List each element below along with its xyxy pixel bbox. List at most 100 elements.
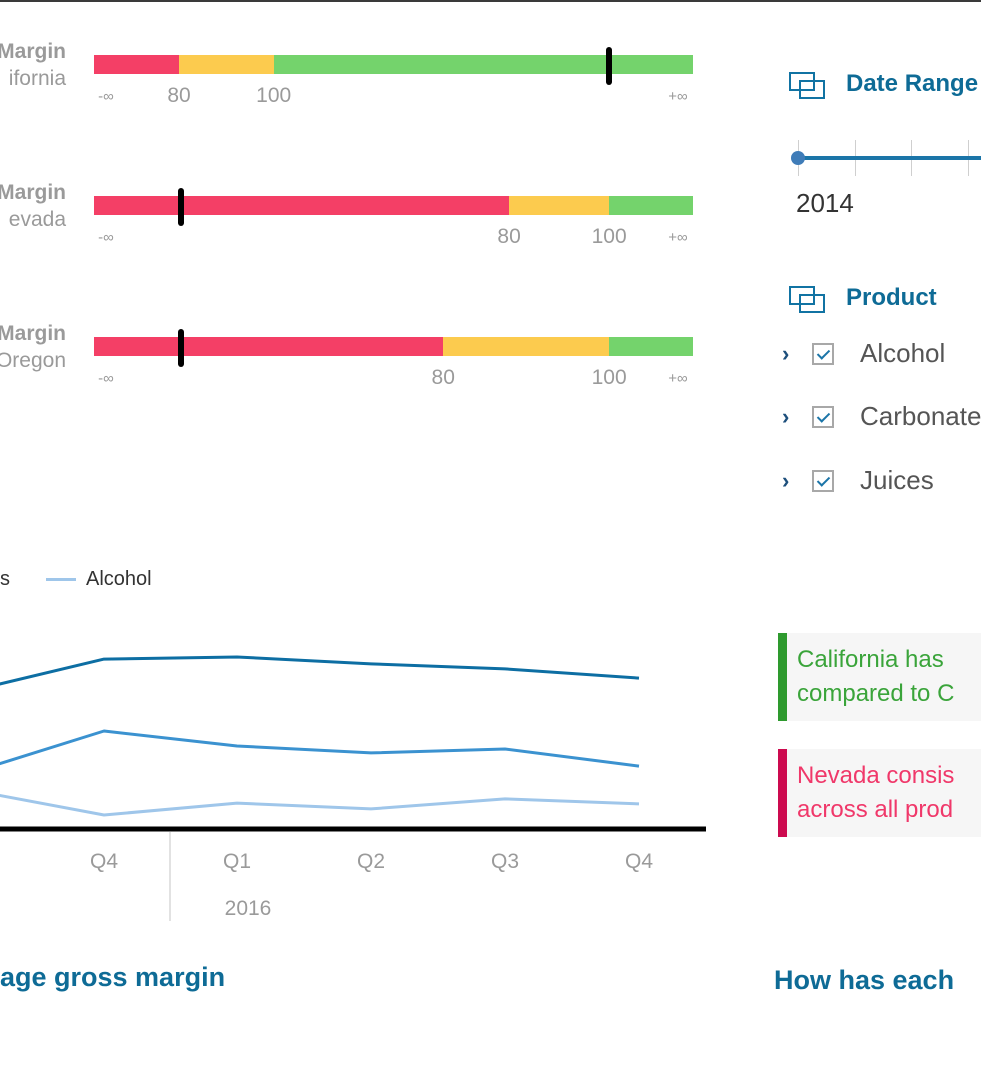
gauge-subtitle: evada — [8, 208, 66, 231]
gauge-title: Margin — [0, 181, 66, 204]
gauge-scale-label: +∞ — [668, 88, 688, 105]
gauge-bar — [94, 55, 693, 74]
gauge-segment-green — [609, 196, 693, 215]
legend-label-alcohol: Alcohol — [86, 568, 152, 590]
data-point-series-1[interactable] — [637, 676, 641, 680]
gauge-value-marker — [606, 47, 613, 85]
x-year-label: 2016 — [225, 897, 272, 920]
series-line-series-1 — [0, 655, 640, 686]
gauge-segment-yellow — [443, 337, 610, 356]
insight-accent-bar — [778, 633, 787, 721]
gauge-california: Margin ifornia -∞ 80 100 +∞ — [0, 40, 720, 110]
product-item-label: Alcohol — [860, 338, 946, 368]
gauge-subtitle: ifornia — [8, 67, 66, 90]
date-range-start-label: 2014 — [796, 188, 854, 218]
data-point-series-1[interactable] — [235, 655, 239, 659]
gauge-scale-label: 100 — [256, 84, 292, 107]
product-item-label: Juices — [860, 465, 934, 495]
gauge-scale-label: 80 — [431, 366, 455, 389]
gauge-nevada: Margin evada -∞ 80 100 +∞ — [0, 181, 720, 251]
chevron-right-icon[interactable]: › — [782, 403, 790, 429]
gauge-segment-green — [609, 337, 693, 356]
gauge-segment-red — [94, 196, 510, 215]
x-tick-label: Q4 — [90, 850, 118, 873]
insight-text: California has compared to C — [797, 643, 954, 711]
data-point-alcohol[interactable] — [503, 797, 507, 801]
gauge-scale-label: 100 — [591, 225, 627, 248]
chart-title: age gross margin — [0, 962, 226, 992]
gauge-scale-label: -∞ — [98, 370, 114, 387]
x-tick-label: Q2 — [357, 850, 385, 873]
series-line-alcohol — [0, 793, 640, 817]
data-point-alcohol[interactable] — [637, 802, 641, 806]
line-chart: Q4 Q1 Q2 Q3 Q4 2016 — [0, 655, 706, 921]
checkbox-checked[interactable] — [812, 342, 834, 365]
gauge-bar — [94, 196, 693, 215]
date-range-header: Date Range — [788, 70, 979, 99]
gauge-scale-label: -∞ — [98, 88, 114, 105]
insight-line: compared to C — [797, 680, 955, 707]
window-top-border — [0, 0, 981, 2]
x-tick-label: Q1 — [223, 850, 251, 873]
date-range-label: Date Range — [846, 70, 979, 97]
data-point-series-1[interactable] — [503, 667, 507, 671]
data-point-alcohol[interactable] — [235, 801, 239, 805]
product-header: Product — [788, 284, 937, 313]
chevron-right-icon[interactable]: › — [782, 340, 790, 366]
data-point-series-1[interactable] — [102, 657, 106, 661]
filter-panel-icon — [788, 70, 825, 99]
insight-line: Nevada consis — [797, 762, 955, 789]
product-item-label: Carbonate — [860, 401, 981, 431]
filter-panel-icon — [788, 284, 825, 313]
gauge-segment-yellow — [509, 196, 610, 215]
gauge-segment-green — [273, 55, 693, 74]
insight-card-nevada: Nevada consis across all prod — [778, 749, 981, 837]
legend-swatch-alcohol — [46, 578, 76, 581]
gauge-title: Margin — [0, 40, 66, 63]
gauge-subtitle: Oregon — [0, 349, 66, 372]
data-point-series-2[interactable] — [102, 729, 106, 733]
gauge-scale-label: 80 — [497, 225, 521, 248]
gauge-scale-label: -∞ — [98, 229, 114, 246]
gauge-segment-red — [94, 55, 180, 74]
product-item-juices[interactable]: › Juices — [782, 465, 934, 496]
slider-track[interactable] — [798, 156, 981, 160]
legend-item-partial: s — [0, 568, 10, 590]
gauge-bar — [94, 337, 693, 356]
product-item-carbonated[interactable]: › Carbonate — [782, 401, 981, 432]
insight-line: California has — [797, 646, 944, 673]
data-point-series-1[interactable] — [369, 662, 373, 666]
gauge-segment-yellow — [179, 55, 274, 74]
series-line-series-2 — [0, 729, 640, 768]
gauge-scale-label: 80 — [167, 84, 191, 107]
x-tick-label: Q4 — [625, 850, 653, 873]
gauge-title: Margin — [0, 322, 66, 345]
data-point-series-2[interactable] — [369, 751, 373, 755]
data-point-series-2[interactable] — [235, 744, 239, 748]
x-tick-label: Q3 — [491, 850, 519, 873]
gauge-value-marker — [177, 329, 184, 367]
chevron-right-icon[interactable]: › — [782, 467, 790, 493]
insight-accent-bar — [778, 749, 787, 837]
gauge-segment-red — [94, 337, 444, 356]
data-point-alcohol[interactable] — [369, 807, 373, 811]
gauge-scale-label: +∞ — [668, 370, 688, 387]
data-point-series-2[interactable] — [503, 747, 507, 751]
chart-legend: s Alcohol — [0, 568, 152, 591]
gauge-scale-label: +∞ — [668, 229, 688, 246]
gauge-oregon: Margin Oregon -∞ 80 100 +∞ — [0, 322, 720, 392]
data-point-series-2[interactable] — [637, 764, 641, 768]
product-label: Product — [846, 284, 937, 311]
insight-card-california: California has compared to C — [778, 633, 981, 721]
section-title: How has each — [774, 965, 955, 995]
product-item-alcohol[interactable]: › Alcohol — [782, 338, 945, 369]
insight-line: across all prod — [797, 796, 954, 823]
gauge-scale-label: 100 — [591, 366, 627, 389]
slider-start-handle[interactable] — [791, 151, 805, 165]
gauge-value-marker — [177, 188, 184, 226]
insight-text: Nevada consis across all prod — [797, 759, 954, 827]
data-point-alcohol[interactable] — [102, 813, 106, 817]
checkbox-checked[interactable] — [812, 469, 834, 492]
checkbox-checked[interactable] — [812, 405, 834, 428]
date-range-slider[interactable] — [791, 140, 981, 180]
